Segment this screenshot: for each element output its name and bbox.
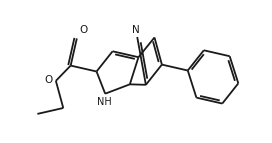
Text: O: O xyxy=(44,75,52,85)
Text: N: N xyxy=(132,24,140,34)
Text: NH: NH xyxy=(97,97,111,107)
Text: O: O xyxy=(79,24,88,34)
